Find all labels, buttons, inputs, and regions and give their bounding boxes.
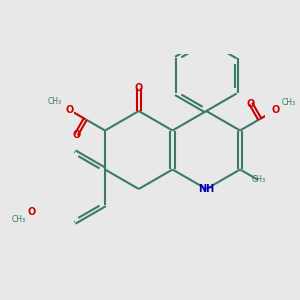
Text: O: O [271,105,280,115]
Text: O: O [247,98,255,109]
Text: CH₃: CH₃ [11,215,25,224]
Text: O: O [135,83,143,93]
Text: O: O [66,105,74,115]
Text: CH₃: CH₃ [48,97,62,106]
Text: CH₃: CH₃ [281,98,296,107]
Text: O: O [27,207,35,217]
Text: CH₃: CH₃ [251,176,265,184]
Text: O: O [72,130,80,140]
Text: NH: NH [198,184,214,194]
